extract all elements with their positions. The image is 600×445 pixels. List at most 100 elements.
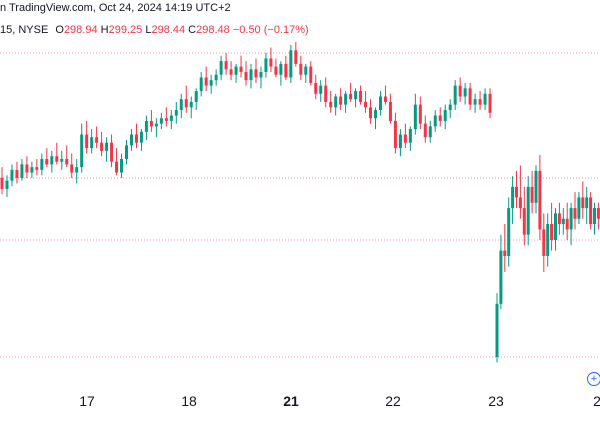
candle-body <box>159 118 163 124</box>
candle-lower-23 <box>585 186 589 225</box>
candle-upper-30 <box>149 110 153 132</box>
candle-upper-90 <box>448 99 452 119</box>
candle-body <box>538 170 542 230</box>
price-chart[interactable] <box>0 0 600 385</box>
candle-upper-19 <box>95 126 99 149</box>
candle-upper-85 <box>423 115 427 143</box>
candle-body <box>433 115 437 127</box>
candle-body <box>329 101 333 108</box>
candle-upper-51 <box>254 58 258 83</box>
candle-body <box>199 77 203 92</box>
candle-body <box>139 131 143 143</box>
candle-body <box>518 197 522 209</box>
symbol-fragment: 15, NYSE <box>0 24 49 36</box>
candle-body <box>289 50 293 78</box>
candle-upper-52 <box>259 66 263 89</box>
candle-upper-11 <box>55 142 59 165</box>
candle-upper-34 <box>169 110 173 130</box>
candle-body <box>10 169 14 181</box>
x-tick-label-22: 22 <box>385 393 401 409</box>
candle-upper-32 <box>159 112 163 130</box>
x-tick-label-23: 23 <box>488 393 504 409</box>
candle-upper-23 <box>115 148 119 176</box>
candle-body <box>565 218 569 230</box>
candle-upper-96 <box>478 91 482 111</box>
candle-lower-18 <box>565 202 569 240</box>
candle-body <box>581 197 585 209</box>
time-axis[interactable]: 17 18 21 22 23 2 <box>0 385 600 440</box>
candle-upper-62 <box>309 61 313 86</box>
candle-body <box>428 126 432 138</box>
candle-body <box>95 137 99 143</box>
candle-upper-73 <box>364 91 368 113</box>
candle-body <box>589 197 593 225</box>
candle-body <box>284 63 288 78</box>
candle-body <box>354 91 358 100</box>
candle-body <box>194 91 198 102</box>
candle-upper-39 <box>194 88 198 111</box>
candle-lower-25 <box>593 202 596 235</box>
candle-upper-76 <box>378 91 382 116</box>
candle-body <box>349 93 353 100</box>
ohlc-readout: 15, NYSE O298.94 H299.25 L298.44 C298.48… <box>0 24 309 36</box>
candle-upper-24 <box>120 153 124 178</box>
candle-body <box>25 164 29 173</box>
candle-lower-24 <box>589 192 593 230</box>
candle-lower-10 <box>534 165 538 214</box>
candle-body <box>438 115 442 121</box>
candle-body <box>561 218 565 225</box>
candle-lower-9 <box>530 170 534 214</box>
candle-upper-47 <box>234 63 238 83</box>
candle-body <box>184 99 188 108</box>
candle-body <box>534 170 538 203</box>
x-tick-label-2: 2 <box>593 393 600 409</box>
candle-body <box>30 167 34 173</box>
candle-body <box>85 134 89 149</box>
candle-upper-20 <box>100 131 104 157</box>
candle-body <box>483 93 487 105</box>
candle-upper-92 <box>458 77 462 102</box>
crosshair-reset-icon[interactable]: + <box>587 372 600 386</box>
candle-upper-98 <box>488 88 492 119</box>
candle-body <box>458 85 462 97</box>
candle-upper-67 <box>334 93 338 116</box>
candle-upper-22 <box>110 134 114 168</box>
candle-body <box>388 101 392 121</box>
low-value: 298.44 <box>151 24 186 36</box>
candle-body <box>304 66 308 75</box>
candle-lower-5 <box>515 170 518 209</box>
candle-upper-69 <box>344 91 348 113</box>
candle-upper-16 <box>80 123 84 173</box>
candle-upper-27 <box>134 123 138 149</box>
candle-upper-91 <box>453 80 457 111</box>
candle-upper-4 <box>20 158 24 181</box>
candle-upper-49 <box>244 61 248 86</box>
candle-body <box>60 158 64 162</box>
candle-lower-3 <box>507 197 511 267</box>
candle-upper-60 <box>299 55 303 81</box>
candle-upper-94 <box>468 82 472 111</box>
candle-body <box>254 69 258 78</box>
candle-lower-19 <box>569 202 573 246</box>
candle-body <box>125 145 128 159</box>
candle-body <box>249 69 253 81</box>
candle-body <box>542 229 546 256</box>
change-value: −0.50 (−0.17%) <box>232 24 309 36</box>
source-line: n TradingView.com, Oct 24, 2024 14:19 UT… <box>0 2 231 14</box>
candle-upper-87 <box>433 110 437 132</box>
candle-upper-38 <box>189 96 193 119</box>
candle-upper-95 <box>473 93 477 113</box>
candle-body <box>443 110 447 121</box>
candle-upper-41 <box>204 66 208 92</box>
candle-upper-79 <box>393 112 397 154</box>
candle-body <box>70 164 74 173</box>
candle-body <box>393 120 397 149</box>
candle-body <box>573 208 577 219</box>
candle-lower-14 <box>550 202 554 251</box>
candle-body <box>577 197 581 219</box>
candle-upper-36 <box>179 93 183 119</box>
candle-upper-26 <box>129 129 133 151</box>
candle-lower-7 <box>522 186 526 246</box>
candle-upper-8 <box>40 153 44 176</box>
candle-upper-35 <box>174 101 178 124</box>
